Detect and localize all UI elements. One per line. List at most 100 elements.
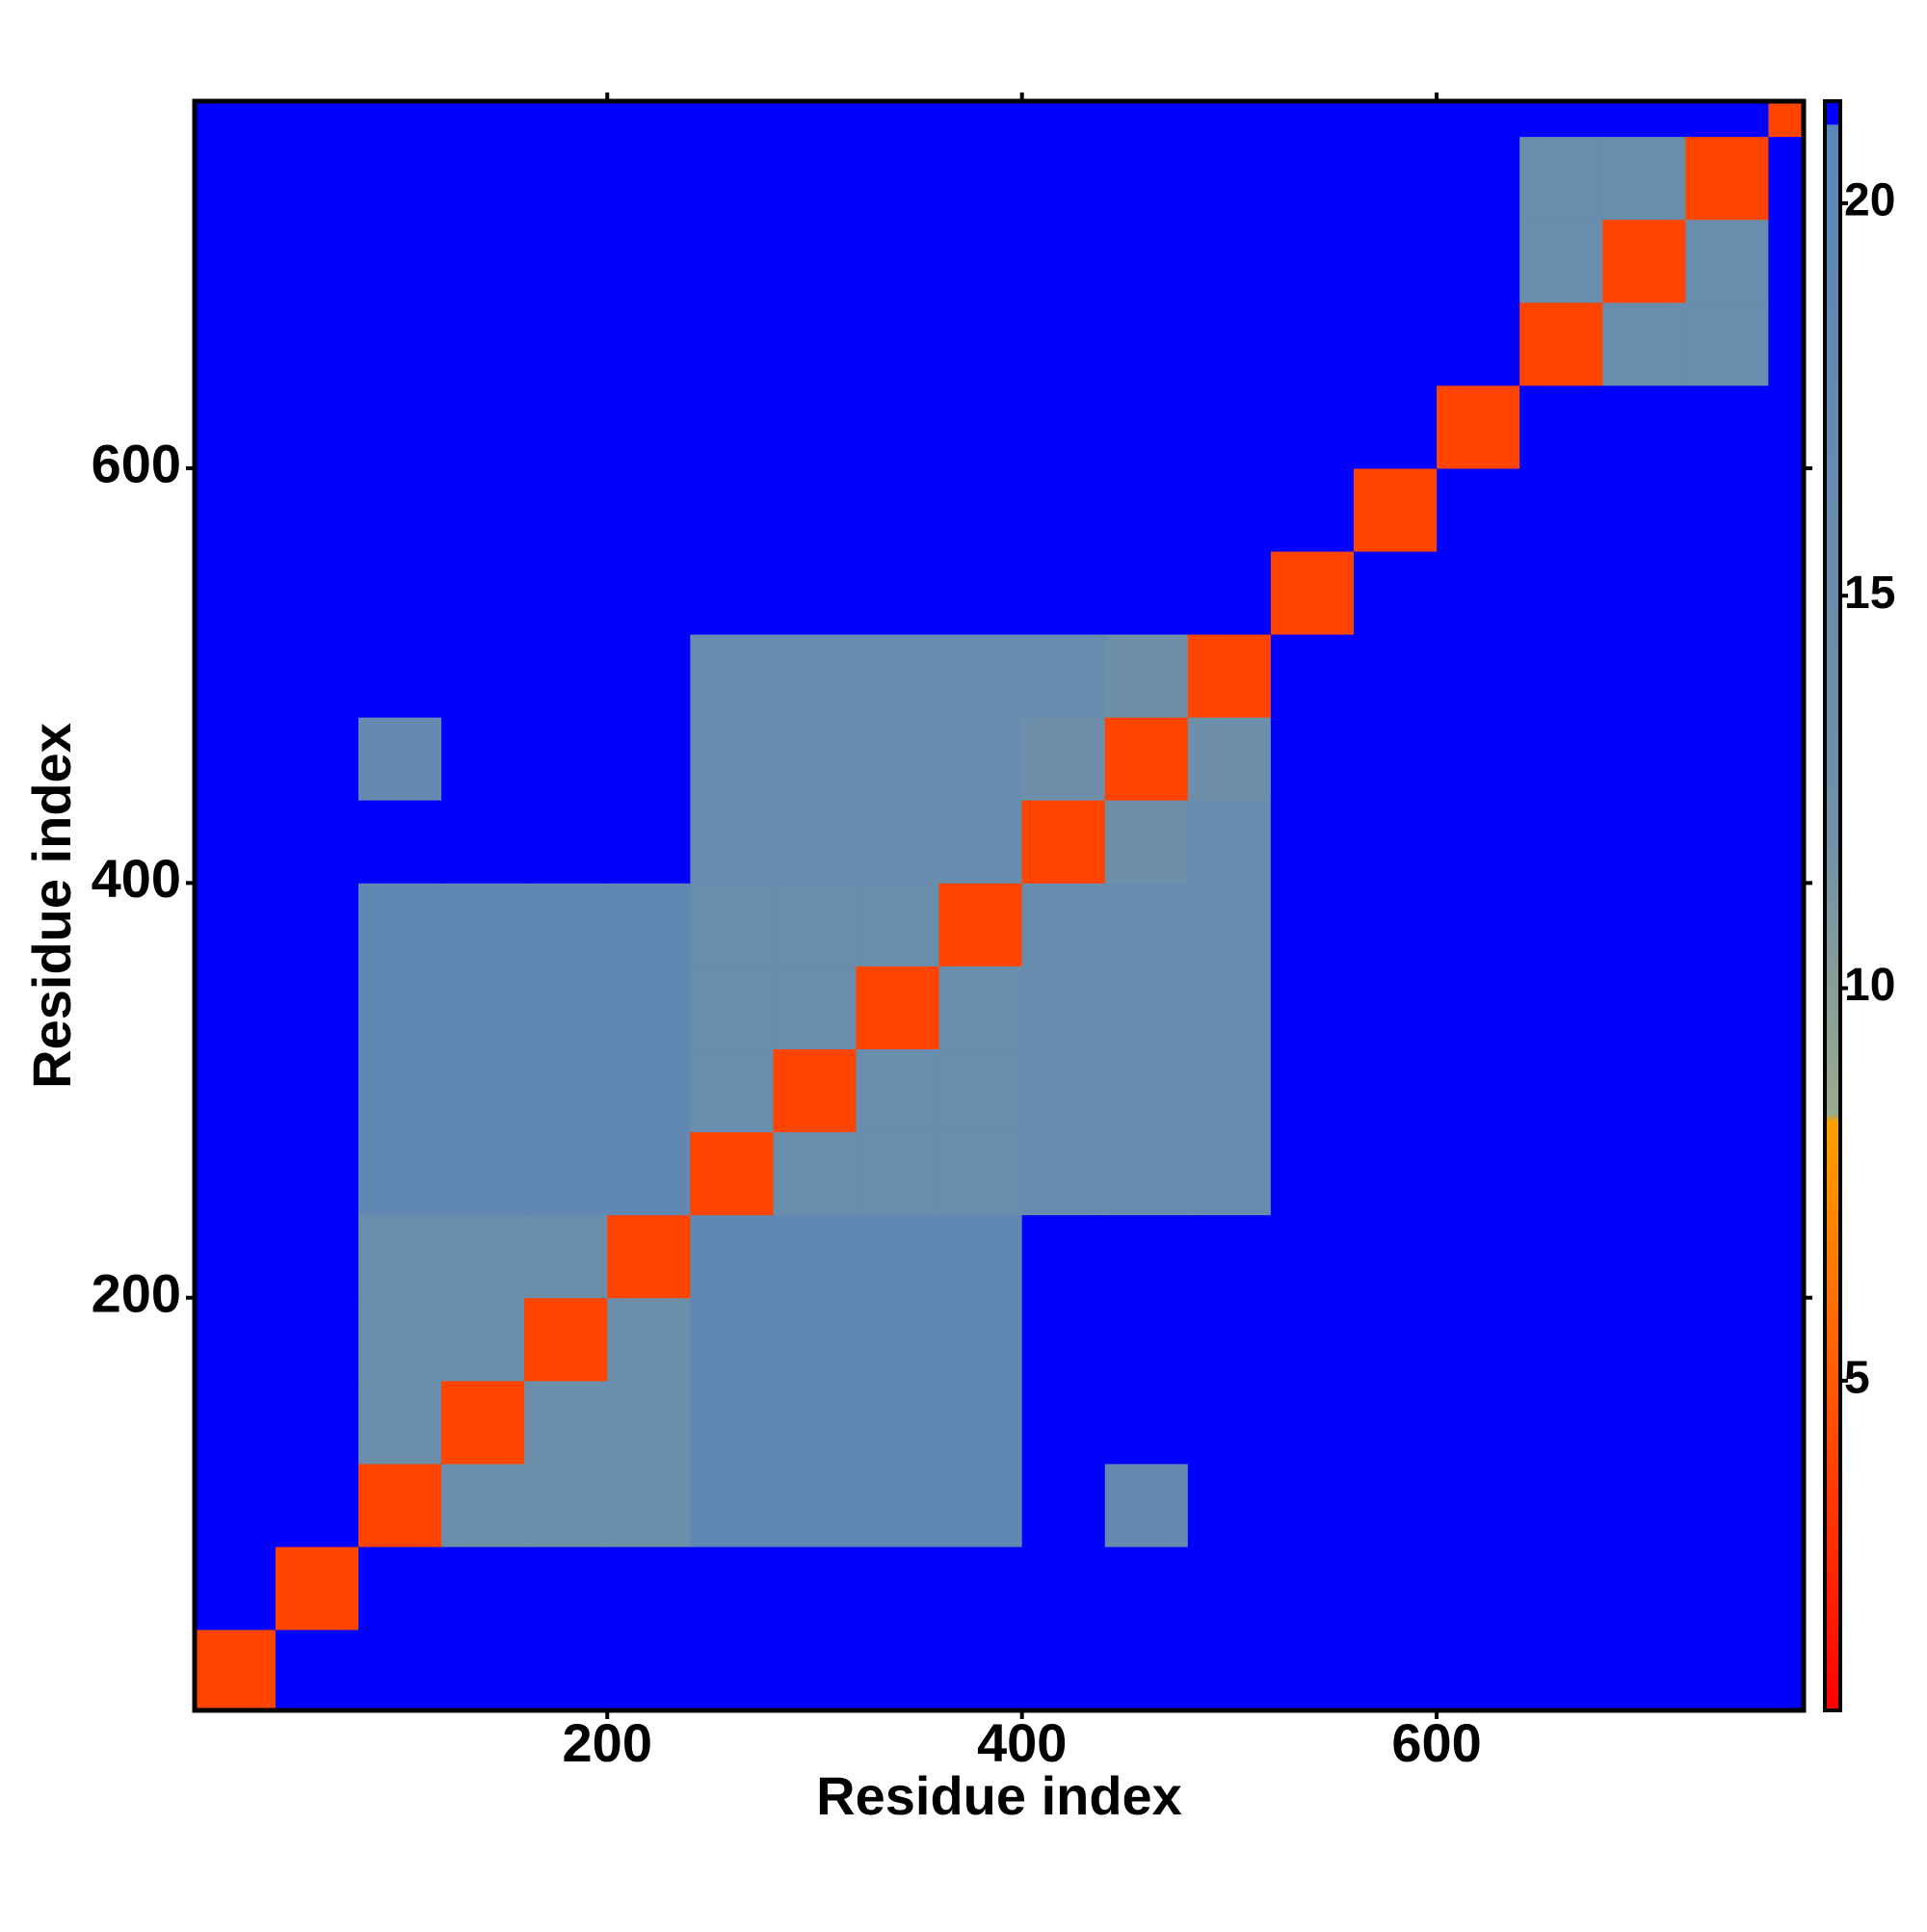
heatmap-cell — [358, 1629, 442, 1710]
heatmap-cell — [1187, 1297, 1272, 1382]
heatmap-cell — [275, 1380, 359, 1465]
heatmap-cell — [1021, 467, 1106, 552]
heatmap-cell — [1685, 550, 1769, 635]
heatmap-cell — [441, 550, 525, 635]
heatmap-cell — [690, 101, 774, 138]
heatmap-cell — [1519, 136, 1603, 221]
heatmap-cell — [856, 101, 940, 138]
heatmap-cell — [524, 800, 608, 884]
heatmap-cell — [1602, 219, 1686, 304]
heatmap-cell — [275, 1048, 359, 1133]
heatmap-cell — [1354, 101, 1438, 138]
heatmap-cell — [1187, 1048, 1272, 1133]
heatmap-cell — [690, 1048, 774, 1133]
heatmap-cell — [1519, 1297, 1603, 1382]
heatmap-cell — [1270, 219, 1355, 304]
heatmap-cell — [1104, 1214, 1189, 1299]
heatmap-cell — [275, 634, 359, 718]
heatmap-cell — [358, 1214, 442, 1299]
heatmap-cell — [1354, 1131, 1438, 1216]
heatmap-cell — [1354, 800, 1438, 884]
heatmap-cell — [1021, 1380, 1106, 1465]
heatmap-cell — [1104, 1380, 1189, 1465]
heatmap-cell — [524, 136, 608, 221]
heatmap-cell — [1437, 800, 1520, 884]
heatmap-cell — [1021, 219, 1106, 304]
heatmap-cell — [1270, 136, 1355, 221]
heatmap-cell — [195, 219, 277, 304]
heatmap-cell — [1104, 634, 1189, 718]
heatmap-cell — [1104, 800, 1189, 884]
heatmap-cell — [1021, 966, 1106, 1049]
heatmap-cell — [690, 136, 774, 221]
heatmap-cell — [1187, 302, 1272, 386]
heatmap-cell — [607, 384, 691, 469]
heatmap-cell — [1768, 1546, 1804, 1630]
heatmap-cell — [1768, 717, 1804, 801]
heatmap-cell — [524, 717, 608, 801]
heatmap-cell — [1602, 966, 1686, 1049]
heatmap-cell — [938, 219, 1023, 304]
heatmap-cell — [1270, 384, 1355, 469]
heatmap-cell — [1104, 219, 1189, 304]
heatmap-cell — [607, 467, 691, 552]
heatmap-cell — [773, 467, 858, 552]
heatmap-cell — [1021, 1629, 1106, 1710]
heatmap-cell — [1270, 467, 1355, 552]
heatmap-cell — [1437, 219, 1520, 304]
heatmap-cell — [938, 1048, 1023, 1133]
heatmap-cell — [1437, 634, 1520, 718]
heatmap-cell — [607, 219, 691, 304]
heatmap-cell — [607, 800, 691, 884]
heatmap-cell — [856, 136, 940, 221]
y-tick-label: 400 — [92, 848, 181, 909]
heatmap-cell — [275, 550, 359, 635]
heatmap-cell — [1021, 634, 1106, 718]
heatmap-cell — [524, 634, 608, 718]
heatmap-cell — [1270, 634, 1355, 718]
heatmap-cell — [1768, 550, 1804, 635]
heatmap-cell — [1270, 1214, 1355, 1299]
heatmap-cell — [1519, 1629, 1603, 1710]
heatmap-cell — [1768, 800, 1804, 884]
heatmap-cell — [856, 883, 940, 966]
heatmap-cell — [773, 1131, 858, 1216]
heatmap-cell — [1021, 717, 1106, 801]
heatmap-cell — [1768, 219, 1804, 304]
heatmap-cell — [275, 1463, 359, 1548]
heatmap-cell — [938, 1629, 1023, 1710]
heatmap-cell — [1768, 1214, 1804, 1299]
heatmap-cell — [275, 966, 359, 1049]
heatmap-cell — [1021, 1214, 1106, 1299]
heatmap-cell — [1187, 136, 1272, 221]
heatmap-cell — [441, 1546, 525, 1630]
colorbar-tick-label: 15 — [1844, 568, 1895, 619]
heatmap-cell — [524, 1629, 608, 1710]
heatmap-cell — [938, 634, 1023, 718]
heatmap-cell — [1104, 101, 1189, 138]
heatmap-cell — [1437, 1380, 1520, 1465]
heatmap-cell — [441, 467, 525, 552]
heatmap-cell — [524, 1131, 608, 1216]
heatmap-cell — [1104, 550, 1189, 635]
heatmap-cell — [1104, 136, 1189, 221]
heatmap-cell — [1104, 1629, 1189, 1710]
heatmap-cell — [524, 1214, 608, 1299]
plot-frame — [192, 98, 1807, 1713]
heatmap-cell — [524, 1048, 608, 1133]
heatmap-cell — [1602, 1380, 1686, 1465]
colorbar-segment — [1825, 101, 1840, 125]
heatmap-cell — [1187, 883, 1272, 966]
heatmap-cell — [275, 1629, 359, 1710]
heatmap-cell — [1270, 1048, 1355, 1133]
heatmap-cell — [1685, 800, 1769, 884]
heatmap-cell — [1519, 1131, 1603, 1216]
heatmap-cell — [856, 1629, 940, 1710]
heatmap-cell — [773, 136, 858, 221]
heatmap-cell — [524, 219, 608, 304]
heatmap-cell — [1437, 550, 1520, 635]
heatmap-cell — [1354, 634, 1438, 718]
heatmap-cell — [1187, 1629, 1272, 1710]
heatmap-cell — [1354, 1214, 1438, 1299]
heatmap-cell — [1187, 384, 1272, 469]
